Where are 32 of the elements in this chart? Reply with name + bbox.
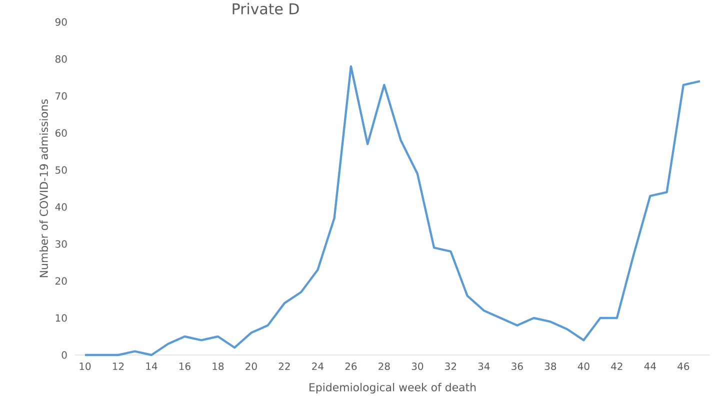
x-tick-label: 26 — [345, 362, 357, 370]
x-tick-label: 36 — [512, 362, 523, 370]
y-tick-label: 10 — [56, 314, 67, 322]
y-tick-label: 40 — [55, 203, 67, 211]
y-tick-label: 80 — [55, 55, 67, 63]
x-tick-label: 22 — [278, 362, 290, 370]
x-tick-label: 18 — [212, 362, 224, 370]
x-axis-title: Epidemiological week of death — [310, 382, 476, 394]
y-tick-label: 90 — [55, 18, 67, 26]
x-tick-label: 46 — [678, 362, 690, 370]
x-tick-label: 16 — [179, 362, 190, 370]
y-tick-label: 70 — [56, 92, 67, 100]
chart-title: Private D — [232, 2, 299, 14]
y-tick-label: 60 — [56, 129, 67, 137]
y-tick-label: 20 — [56, 277, 67, 285]
x-tick-label: 10 — [80, 362, 91, 370]
x-tick-label: 34 — [478, 362, 490, 370]
x-tick-label: 38 — [544, 362, 556, 370]
y-tick-label: 30 — [56, 240, 67, 248]
x-tick-label: 24 — [312, 362, 324, 370]
x-tick-label: 30 — [412, 362, 424, 370]
x-tick-label: 42 — [611, 362, 622, 370]
x-tick-label: 40 — [578, 362, 590, 370]
x-tick-label: 12 — [112, 362, 124, 370]
x-tick-label: 32 — [445, 362, 456, 370]
y-tick-label: 50 — [56, 166, 67, 174]
y-tick-label: 0 — [62, 351, 67, 359]
x-tick-label: 44 — [644, 362, 656, 370]
x-tick-label: 14 — [146, 362, 158, 370]
x-tick-label: 28 — [378, 362, 390, 370]
y-axis-title: Number of COVID-19 admissions — [39, 99, 48, 278]
x-tick-label: 20 — [246, 362, 257, 370]
